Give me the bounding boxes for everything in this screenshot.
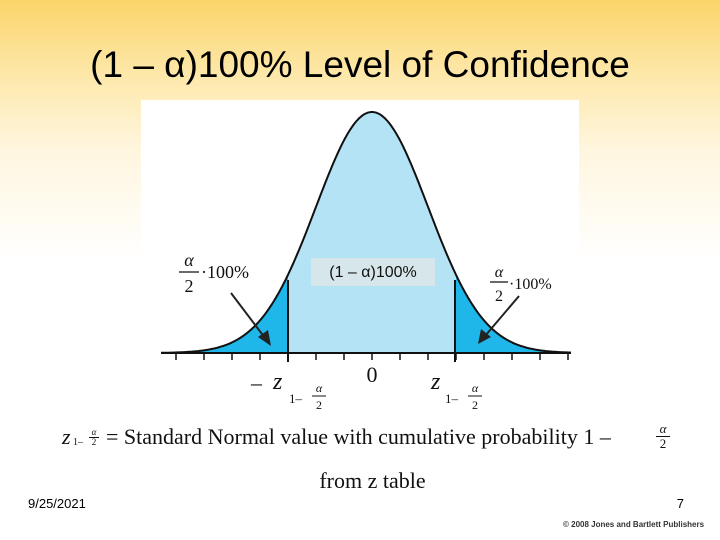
svg-text:1–: 1–	[289, 391, 303, 406]
footer-date: 9/25/2021	[28, 496, 86, 511]
footer-copyright: © 2008 Jones and Bartlett Publishers	[563, 520, 705, 529]
svg-text:z: z	[430, 369, 441, 395]
svg-text:α: α	[472, 381, 479, 395]
from-z-table-text: from z table	[319, 468, 426, 493]
svg-text:z: z	[272, 369, 283, 395]
svg-text:α: α	[495, 264, 504, 281]
normal-curve-svg: (1 – α)100% α 2 ·100% α 2 ·100% 0 – z 1–…	[161, 111, 572, 412]
center-label-box	[311, 258, 435, 286]
center-area	[288, 112, 456, 353]
svg-text:–: –	[250, 370, 263, 395]
svg-text:α: α	[316, 381, 323, 395]
left-tail-label: α 2 ·100%	[179, 250, 249, 296]
center-label: (1 – α)100%	[329, 264, 417, 281]
svg-text:·100%: ·100%	[509, 276, 552, 293]
zero-label: 0	[367, 362, 378, 387]
formula-text: = Standard Normal value with cumulative …	[106, 424, 611, 449]
formula-rhs-fraction: α 2	[656, 422, 670, 451]
left-arrow	[230, 292, 271, 346]
pos-z-label: z 1– α 2	[430, 369, 482, 412]
svg-text:·100%: ·100%	[201, 262, 249, 282]
svg-text:2: 2	[472, 398, 478, 412]
svg-text:2: 2	[495, 288, 503, 305]
formula-lhs: z 1– α 2	[62, 424, 120, 460]
slide-title: (1 – α)100% Level of Confidence	[90, 44, 630, 85]
normal-curve-line	[161, 111, 572, 354]
z-definition-formula: z 1– α 2 = Standard Normal value with cu…	[62, 420, 682, 460]
normal-curve-figure: (1 – α)100% α 2 ·100% α 2 ·100% 0 – z 1–…	[141, 100, 579, 420]
x-axis-ticks	[175, 353, 569, 360]
right-arrow	[478, 295, 520, 344]
footer-page-number: 7	[676, 496, 684, 511]
svg-text:1–: 1–	[445, 391, 459, 406]
svg-text:α: α	[184, 250, 194, 270]
svg-text:2: 2	[185, 276, 194, 296]
svg-text:2: 2	[316, 398, 322, 412]
right-tail-label: α 2 ·100%	[490, 264, 552, 305]
left-tail-area	[161, 274, 288, 353]
neg-z-label: – z 1– α 2	[250, 369, 326, 412]
